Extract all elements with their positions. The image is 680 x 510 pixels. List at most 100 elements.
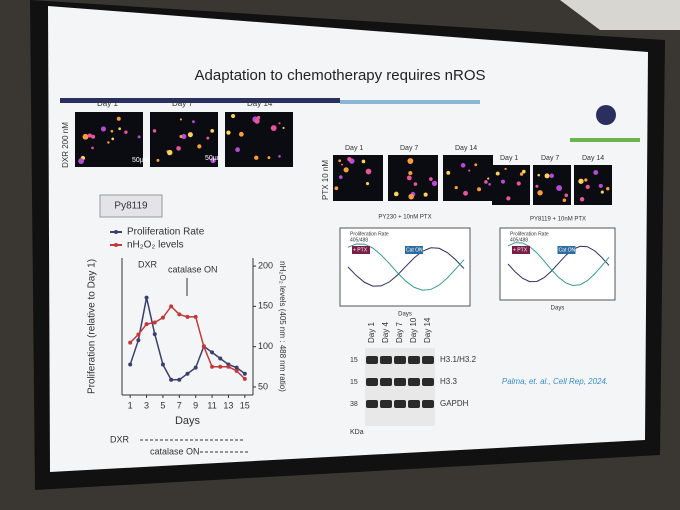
marker-box — [352, 246, 370, 254]
marker: Cat ON — [406, 247, 423, 253]
cell — [579, 197, 585, 202]
lane-label: Day 10 — [409, 317, 418, 343]
scale-bar: 50µm — [205, 155, 223, 162]
cell — [206, 136, 210, 140]
data-point — [185, 371, 190, 376]
band-label: H3.3 — [440, 377, 457, 386]
cell — [460, 163, 466, 168]
lane-label: Day 7 — [395, 322, 404, 343]
cell — [446, 170, 451, 175]
cell — [107, 141, 110, 144]
data-point — [218, 364, 223, 369]
title-rule — [340, 100, 480, 104]
cell — [519, 172, 524, 176]
cell — [338, 159, 342, 163]
marker: Cat ON — [559, 247, 576, 253]
data-point — [177, 312, 182, 317]
unit-label: KDa — [350, 429, 364, 436]
band — [408, 400, 420, 408]
cell — [393, 191, 399, 197]
lane-label: Day 14 — [423, 317, 432, 343]
cell — [598, 183, 603, 188]
data-point — [169, 304, 174, 309]
cell — [488, 183, 491, 186]
cell — [124, 130, 128, 134]
cell — [487, 177, 490, 180]
y2-tick-label: 150 — [258, 301, 273, 311]
cell — [100, 126, 107, 132]
cell — [176, 146, 181, 151]
data-point — [218, 356, 223, 361]
cell — [278, 155, 281, 158]
band — [394, 378, 406, 386]
y2-tick-label: 50 — [258, 381, 268, 391]
cell — [585, 184, 590, 190]
panel-title: PY230 + 10nM PTX — [378, 215, 431, 221]
size-label: 15 — [350, 357, 358, 364]
data-point — [136, 332, 141, 337]
cell — [556, 185, 563, 191]
marker-box — [405, 246, 423, 254]
band — [422, 378, 434, 386]
cell — [361, 159, 366, 164]
cell — [413, 182, 418, 186]
cell — [91, 146, 94, 150]
x-tick-label: 9 — [193, 400, 198, 410]
micrograph — [150, 112, 218, 167]
marker: + PTX — [513, 247, 528, 253]
data-point — [128, 340, 133, 345]
band — [366, 378, 378, 386]
cell — [537, 173, 541, 177]
lane-label: Day 1 — [367, 322, 376, 343]
data-point — [177, 377, 182, 382]
day-label: Day 14 — [455, 145, 477, 152]
band — [422, 356, 434, 364]
scale-bar: 50µm — [132, 157, 150, 164]
cell — [278, 122, 281, 125]
panel-title: PY8119 + 10nM PTX — [530, 217, 586, 223]
cell — [593, 170, 599, 175]
cell — [167, 149, 173, 156]
title-rule — [570, 138, 640, 142]
data-point — [242, 376, 247, 381]
x-tick-label: 3 — [144, 400, 149, 410]
lane-label: Day 4 — [381, 322, 390, 343]
cell — [521, 169, 526, 174]
day-label: Day 1 — [345, 145, 363, 152]
data-point — [185, 314, 190, 319]
cell — [584, 178, 588, 182]
cell — [197, 144, 202, 149]
annotation: catalase ON — [150, 446, 200, 456]
cell — [365, 168, 372, 175]
cell — [343, 167, 349, 173]
legend-label: Proliferation Rate — [127, 227, 205, 238]
day-label: Day 7 — [172, 99, 193, 108]
band — [366, 356, 378, 364]
trace — [347, 247, 465, 287]
data-point — [128, 362, 133, 367]
cell — [366, 182, 370, 186]
cell — [282, 126, 285, 130]
data-point — [193, 314, 198, 319]
band-label: H3.1/H3.2 — [440, 355, 477, 364]
cell — [537, 190, 543, 196]
y-axis-title: Proliferation (relative to Day 1) — [87, 259, 98, 394]
cell — [495, 171, 500, 176]
logo — [596, 105, 616, 125]
day-label: Day 1 — [500, 155, 518, 162]
cell — [238, 131, 244, 137]
cell-line-box — [99, 194, 163, 218]
cell — [477, 187, 482, 192]
cell — [504, 167, 507, 171]
cell — [226, 130, 231, 135]
legend-label: Proliferation Rate — [510, 231, 549, 237]
cell — [91, 134, 96, 139]
cell — [210, 157, 216, 164]
data-point — [152, 320, 157, 325]
size-label: 38 — [350, 401, 358, 408]
cell — [544, 173, 550, 179]
cell-line: Py8119 — [114, 201, 148, 212]
cell — [578, 178, 584, 184]
cell — [116, 116, 121, 121]
